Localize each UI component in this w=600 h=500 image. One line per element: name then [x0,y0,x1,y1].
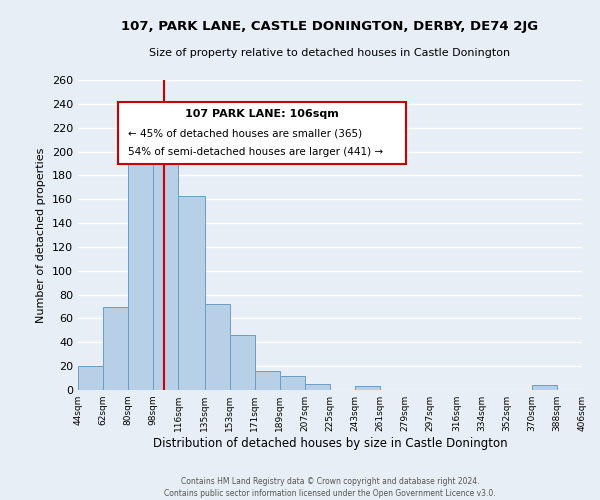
Bar [280,376,305,390]
Bar [128,160,153,390]
Bar [305,384,330,390]
Text: ← 45% of detached houses are smaller (365): ← 45% of detached houses are smaller (36… [128,128,362,138]
X-axis label: Distribution of detached houses by size in Castle Donington: Distribution of detached houses by size … [152,437,508,450]
Text: 107, PARK LANE, CASTLE DONINGTON, DERBY, DE74 2JG: 107, PARK LANE, CASTLE DONINGTON, DERBY,… [121,20,539,33]
Bar [255,371,280,390]
Bar [355,386,380,390]
Bar [78,366,103,390]
Bar [532,385,557,390]
Bar [205,304,230,390]
Bar [153,135,178,390]
Text: 107 PARK LANE: 106sqm: 107 PARK LANE: 106sqm [185,110,339,120]
Text: Size of property relative to detached houses in Castle Donington: Size of property relative to detached ho… [149,48,511,58]
Text: Contains HM Land Registry data © Crown copyright and database right 2024.: Contains HM Land Registry data © Crown c… [181,478,479,486]
Bar [103,306,128,390]
FancyBboxPatch shape [118,102,406,164]
Bar [178,196,205,390]
Bar [230,335,255,390]
Text: Contains public sector information licensed under the Open Government Licence v3: Contains public sector information licen… [164,489,496,498]
Text: 54% of semi-detached houses are larger (441) →: 54% of semi-detached houses are larger (… [128,146,383,156]
Y-axis label: Number of detached properties: Number of detached properties [37,148,46,322]
